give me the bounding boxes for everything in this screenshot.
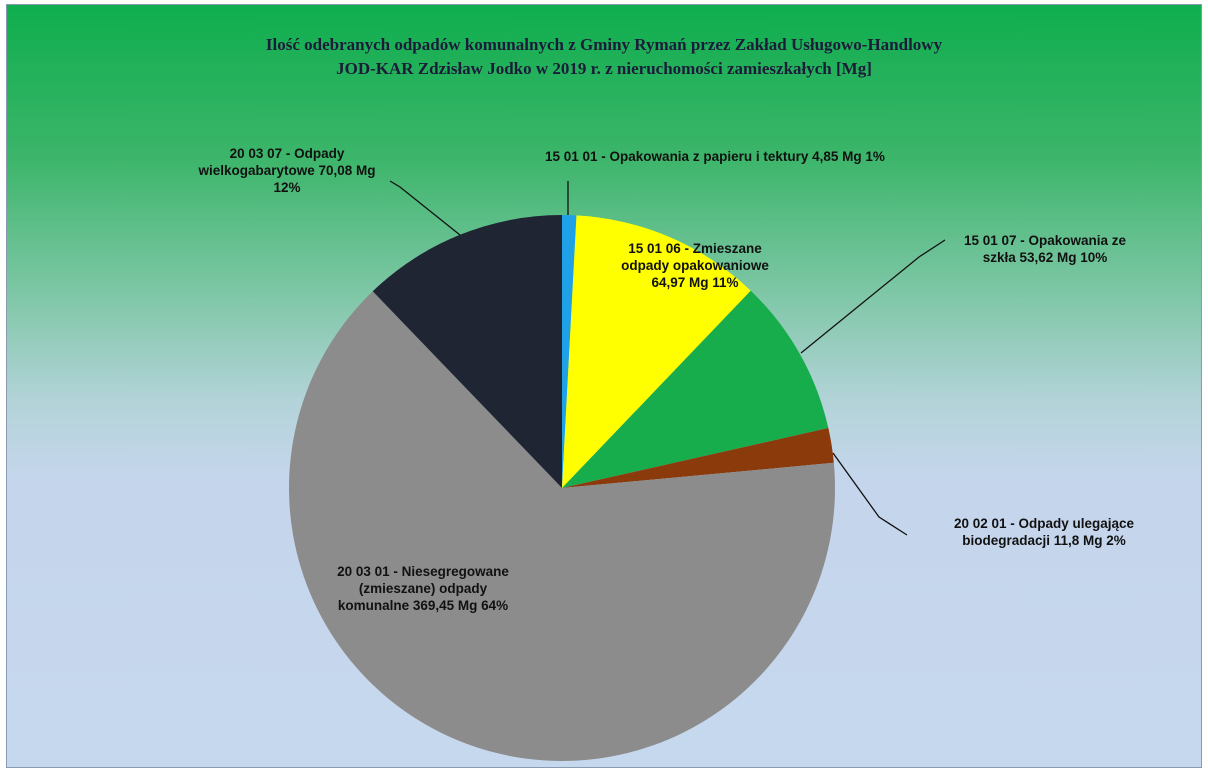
chart-title-line-1: Ilość odebranych odpadów komunalnych z G… bbox=[265, 35, 943, 54]
data-label-1: 15 01 01 - Opakowania z papieru i tektur… bbox=[545, 149, 885, 164]
pie-chart: 15 01 01 - Opakowania z papieru i tektur… bbox=[197, 146, 1135, 761]
chart-title: Ilość odebranych odpadów komunalnych z G… bbox=[7, 33, 1201, 81]
data-label-5-line-2: (zmieszane) odpady bbox=[359, 581, 488, 596]
data-label-2-line-3: 64,97 Mg 11% bbox=[651, 275, 738, 290]
data-label-5-line-1: 20 03 01 - Niesegregowane bbox=[337, 564, 509, 579]
pie-slice-1 bbox=[562, 215, 577, 488]
data-label-6-line-2: wielkogabarytowe 70,08 Mg bbox=[197, 163, 375, 178]
data-label-4-line-2: biodegradacji 11,8 Mg 2% bbox=[962, 533, 1126, 548]
data-label-2: 15 01 06 - Zmieszane odpady opakowaniowe 6… bbox=[621, 241, 769, 290]
pie-slice-6 bbox=[372, 215, 562, 488]
data-label-5: 20 03 01 - Niesegregowane (zmieszane) odp… bbox=[337, 564, 509, 613]
chart-area: Ilość odebranych odpadów komunalnych z G… bbox=[6, 4, 1202, 768]
data-label-5-line-3: komunalne 369,45 Mg 64% bbox=[338, 598, 508, 613]
pie-slice-2 bbox=[562, 215, 751, 488]
leader-line-6 bbox=[389, 180, 461, 236]
chart-title-line-2: JOD-KAR Zdzisław Jodko w 2019 r. z nieru… bbox=[336, 59, 872, 78]
data-label-3-line-2: szkła 53,62 Mg 10% bbox=[983, 250, 1108, 265]
data-label-2-line-2: odpady opakowaniowe bbox=[621, 258, 769, 273]
leader-line-3 bbox=[800, 239, 946, 354]
pie-slice-3 bbox=[562, 290, 829, 488]
data-label-6-line-3: 12% bbox=[273, 180, 300, 195]
data-label-4-line-1: 20 02 01 - Odpady ulegające bbox=[954, 516, 1135, 531]
data-label-6-line-1: 20 03 07 - Odpady bbox=[230, 146, 345, 161]
pie-slice-4 bbox=[562, 428, 834, 488]
data-label-3-line-1: 15 01 07 - Opakowania ze bbox=[964, 233, 1127, 248]
leader-line-4 bbox=[832, 452, 908, 536]
data-label-6: 20 03 07 - Odpady wielkogabarytowe 70,08 … bbox=[197, 146, 375, 195]
data-label-1-line-1: 15 01 01 - Opakowania z papieru i tektur… bbox=[545, 149, 885, 164]
data-label-3: 15 01 07 - Opakowania ze szkła 53,62 Mg 1… bbox=[964, 233, 1127, 265]
data-label-2-line-1: 15 01 06 - Zmieszane bbox=[628, 241, 762, 256]
pie-slice-5 bbox=[289, 291, 836, 761]
data-label-4: 20 02 01 - Odpady ulegające biodegradacji… bbox=[954, 516, 1135, 548]
